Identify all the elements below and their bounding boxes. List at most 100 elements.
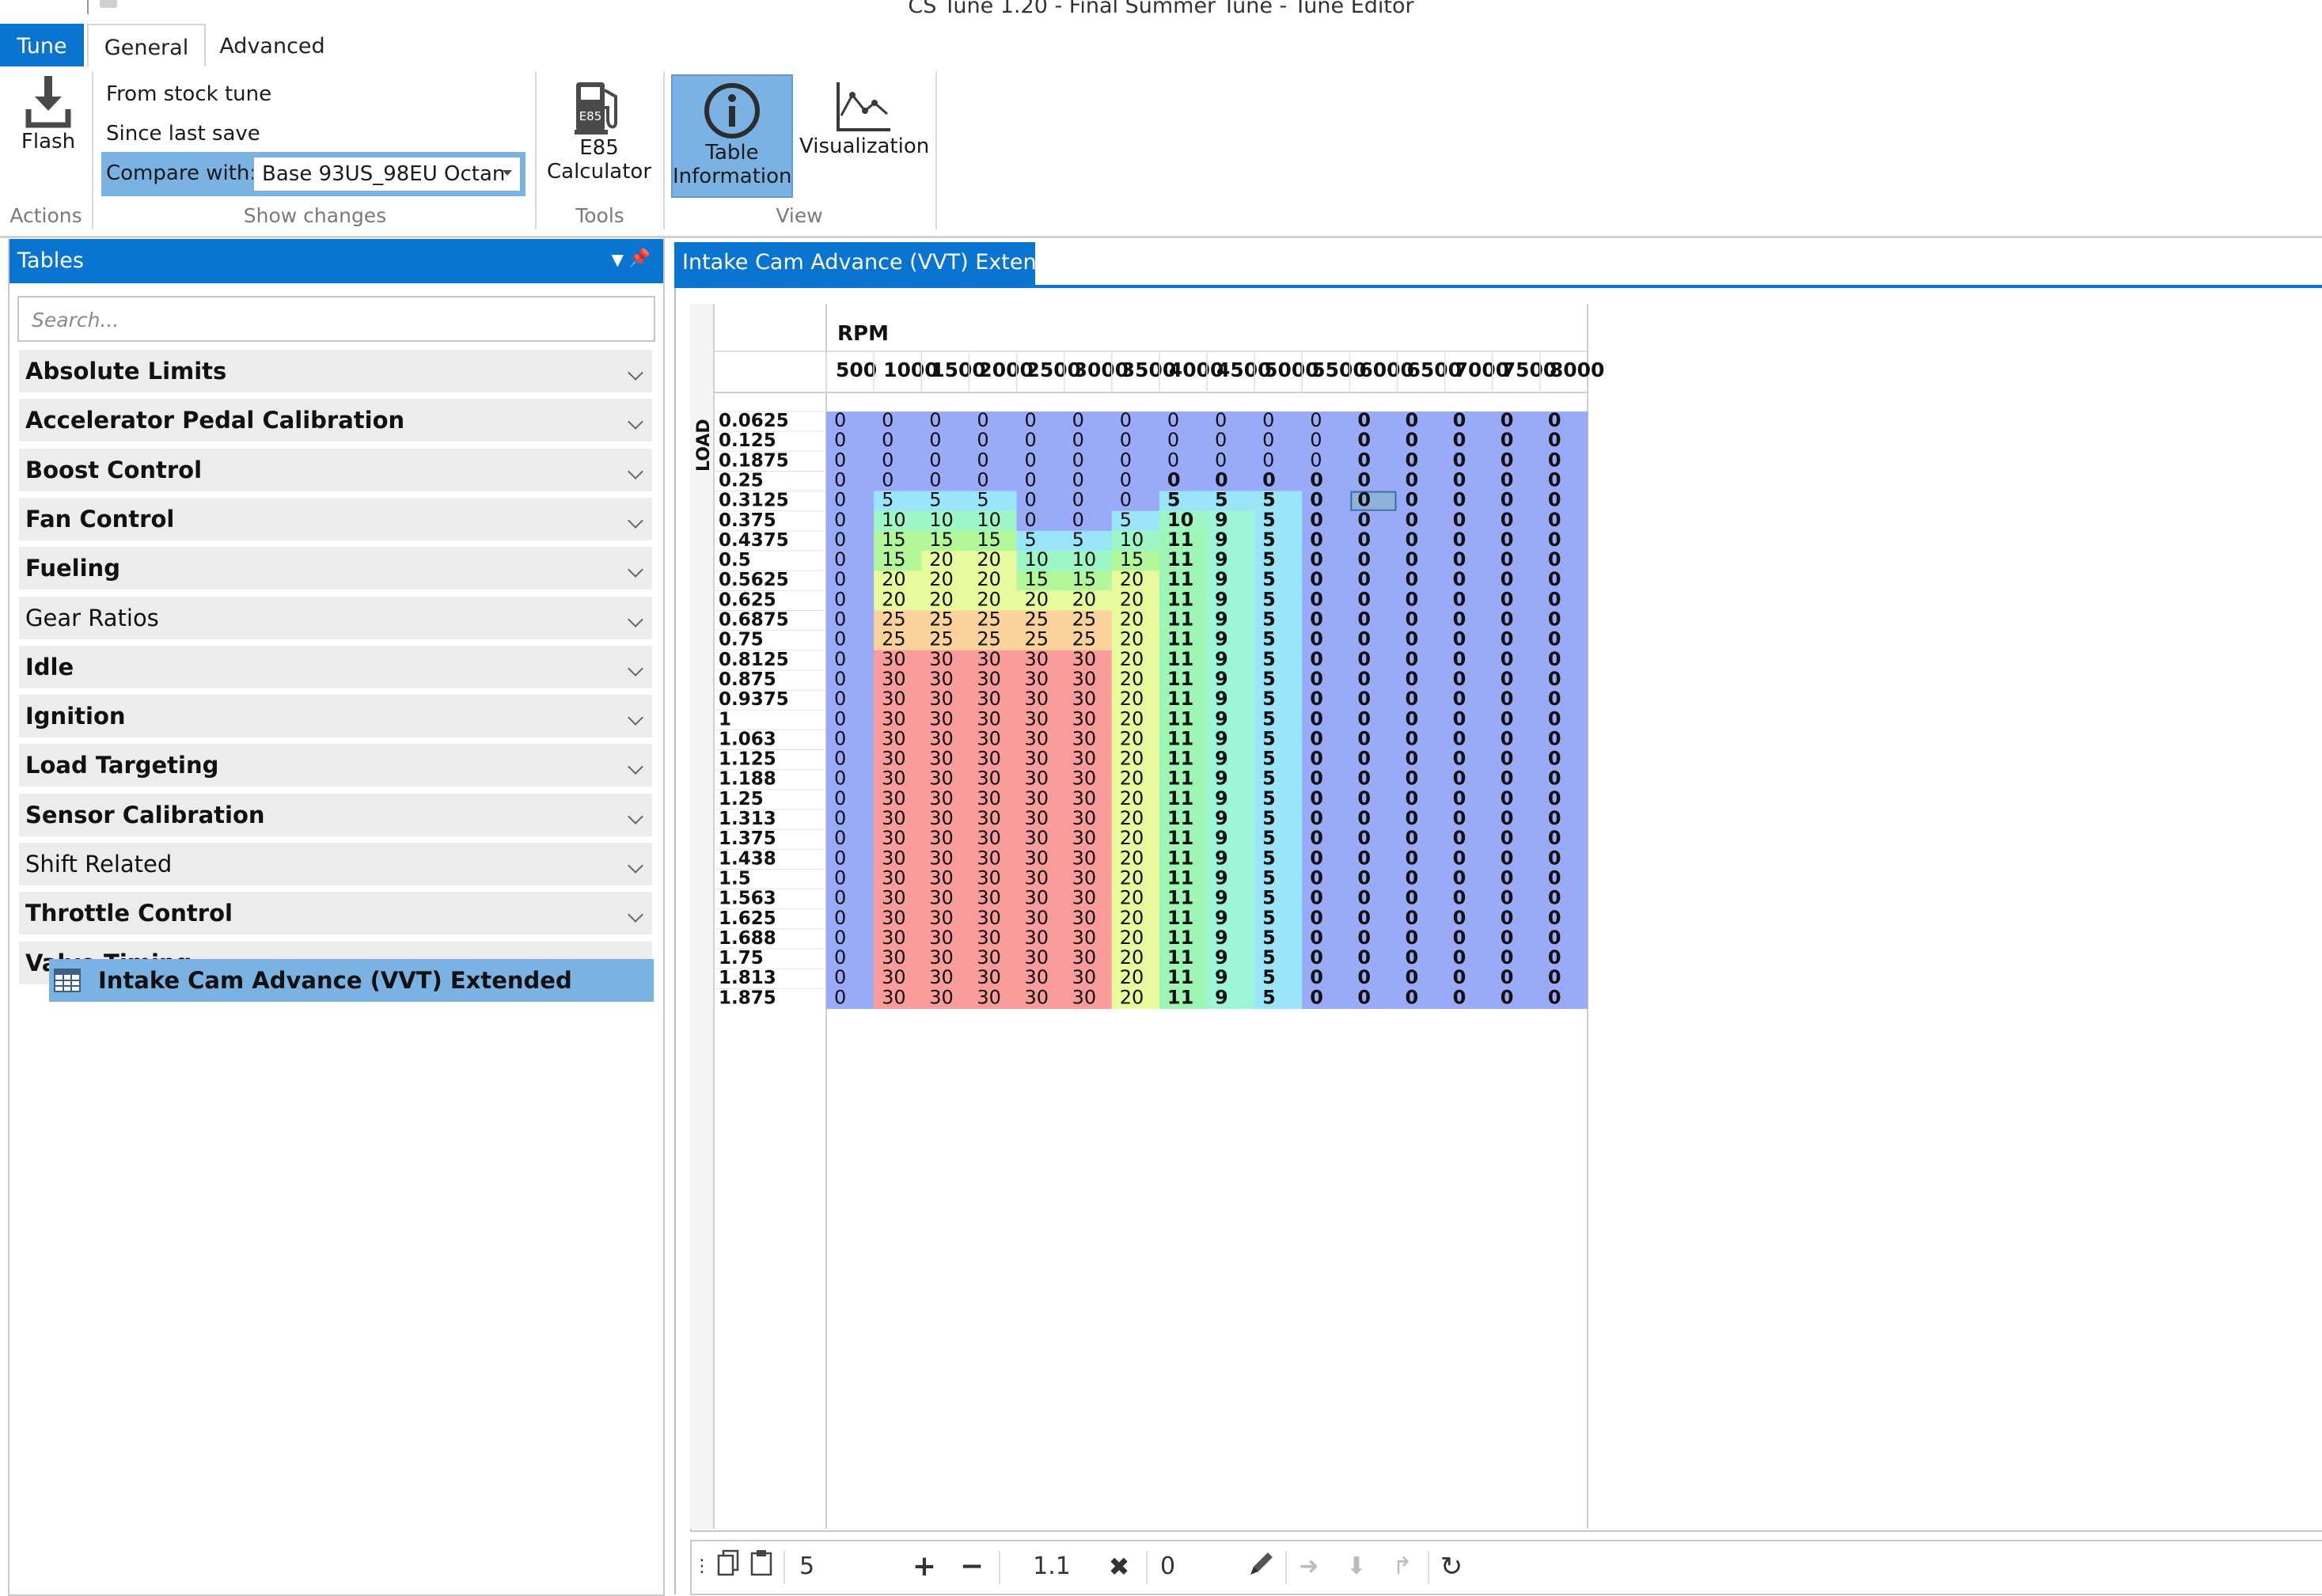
table-cell[interactable] — [1397, 451, 1446, 472]
column-header-rpm[interactable]: 4500 — [1216, 358, 1272, 381]
visualization-button[interactable]: Visualization — [799, 79, 929, 182]
table-cell[interactable] — [874, 849, 922, 870]
table-cell[interactable] — [1302, 571, 1350, 591]
table-cell[interactable] — [1064, 769, 1113, 790]
table-cell[interactable] — [874, 969, 922, 989]
table-cell[interactable] — [1397, 749, 1446, 771]
row-header-load[interactable]: 1.063 — [719, 729, 776, 749]
table-cell[interactable] — [1111, 889, 1160, 910]
row-header-load[interactable]: 0.3125 — [719, 491, 789, 511]
table-cell[interactable] — [826, 749, 875, 771]
table-cell[interactable] — [1539, 869, 1588, 890]
table-cell[interactable] — [826, 829, 875, 850]
table-cell[interactable] — [921, 988, 969, 1010]
table-cell[interactable] — [921, 411, 969, 432]
table-cell[interactable] — [1064, 451, 1113, 472]
since-last-save-option[interactable]: Since last save — [106, 122, 260, 146]
chevron-down-icon[interactable] — [628, 710, 643, 726]
table-cell[interactable] — [1207, 969, 1255, 989]
table-cell[interactable] — [1349, 928, 1398, 950]
table-cell[interactable] — [826, 610, 875, 631]
search-input[interactable] — [19, 298, 658, 342]
table-cell[interactable] — [1111, 949, 1160, 969]
table-cell[interactable] — [1254, 809, 1303, 830]
table-cell[interactable] — [1111, 491, 1160, 512]
table-cell[interactable] — [1349, 869, 1398, 890]
pin-icon[interactable]: 📌 — [628, 248, 651, 268]
table-cell[interactable] — [1539, 551, 1588, 571]
table-cell[interactable] — [969, 551, 1018, 571]
table-cell[interactable] — [1302, 650, 1350, 671]
table-cell[interactable] — [1111, 749, 1160, 771]
table-cell[interactable] — [1539, 571, 1588, 591]
category-ignition[interactable]: Ignition — [19, 695, 652, 738]
table-cell[interactable] — [874, 491, 922, 512]
table-cell[interactable] — [1444, 451, 1493, 472]
table-cell[interactable] — [826, 889, 875, 910]
table-cell[interactable] — [1302, 969, 1350, 989]
table-cell[interactable] — [874, 551, 922, 571]
table-cell[interactable] — [1254, 949, 1303, 969]
table-cell[interactable] — [1159, 669, 1208, 691]
table-cell[interactable] — [1397, 809, 1446, 830]
table-cell[interactable] — [874, 650, 922, 671]
row-header-load[interactable]: 1.438 — [719, 848, 776, 869]
table-cell[interactable] — [874, 431, 922, 452]
table-cell[interactable] — [969, 949, 1018, 969]
table-cell[interactable] — [1397, 730, 1446, 751]
table-cell[interactable] — [1492, 849, 1541, 870]
table-cell[interactable] — [1254, 451, 1303, 472]
table-cell[interactable] — [1016, 769, 1065, 790]
table-cell[interactable] — [1444, 809, 1493, 830]
table-cell[interactable] — [826, 571, 875, 591]
tab-tune[interactable]: Tune — [0, 24, 84, 66]
chevron-down-icon[interactable] — [628, 463, 643, 480]
table-cell[interactable] — [921, 829, 969, 850]
table-cell[interactable] — [969, 908, 1018, 930]
table-cell[interactable] — [1444, 571, 1493, 591]
table-cell[interactable] — [1349, 451, 1398, 472]
table-cell[interactable] — [969, 789, 1018, 810]
table-cell[interactable] — [921, 431, 969, 452]
table-cell[interactable] — [1016, 849, 1065, 870]
table-cell[interactable] — [1207, 849, 1255, 870]
table-cell[interactable] — [1111, 769, 1160, 790]
table-cell[interactable] — [1254, 829, 1303, 850]
table-cell[interactable] — [1207, 530, 1255, 552]
table-information-button[interactable]: Table Information — [671, 74, 793, 198]
table-cell[interactable] — [1397, 669, 1446, 691]
table-cell[interactable] — [921, 551, 969, 571]
table-cell[interactable] — [1254, 510, 1303, 532]
row-header-load[interactable]: 1.688 — [719, 928, 776, 949]
table-cell[interactable] — [874, 908, 922, 930]
row-header-load[interactable]: 1.875 — [719, 988, 776, 1008]
table-cell[interactable] — [1254, 491, 1303, 512]
table-cell[interactable] — [1444, 669, 1493, 691]
table-cell[interactable] — [1111, 849, 1160, 870]
chevron-down-icon[interactable] — [628, 414, 643, 430]
fill-right-icon[interactable]: ➜ — [1299, 1552, 1319, 1580]
table-cell[interactable] — [1397, 491, 1446, 512]
table-cell[interactable] — [1302, 749, 1350, 771]
table-cell[interactable] — [1159, 809, 1208, 830]
table-cell[interactable] — [1254, 908, 1303, 930]
table-cell[interactable] — [1159, 710, 1208, 730]
table-cell[interactable] — [1064, 690, 1113, 711]
fill-diagonal-icon[interactable]: ↱ — [1392, 1552, 1413, 1580]
table-cell[interactable] — [1397, 849, 1446, 870]
table-cell[interactable] — [1016, 730, 1065, 751]
table-cell[interactable] — [1016, 949, 1065, 969]
table-cell[interactable] — [874, 809, 922, 830]
table-cell[interactable] — [1159, 530, 1208, 552]
table-cell[interactable] — [969, 571, 1018, 591]
table-cell[interactable] — [1159, 928, 1208, 950]
table-cell[interactable] — [921, 669, 969, 691]
table-cell[interactable] — [1016, 451, 1065, 472]
table-cell[interactable] — [1254, 710, 1303, 730]
table-cell[interactable] — [1064, 650, 1113, 671]
table-cell[interactable] — [1254, 988, 1303, 1010]
table-cell[interactable] — [1302, 710, 1350, 730]
table-cell[interactable] — [1159, 510, 1208, 532]
column-header-rpm[interactable]: 3000 — [1074, 358, 1129, 381]
table-cell[interactable] — [1539, 669, 1588, 691]
